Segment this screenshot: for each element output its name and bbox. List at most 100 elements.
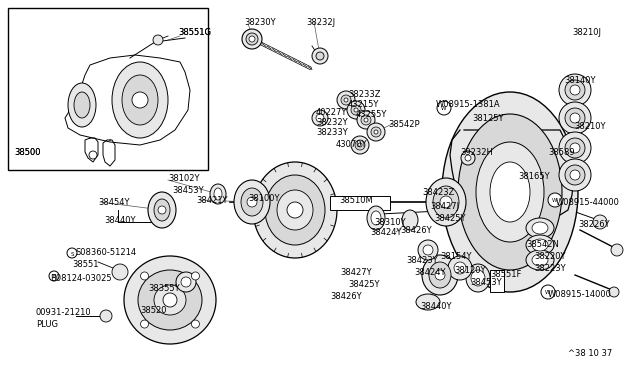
Ellipse shape [122,75,158,125]
Ellipse shape [570,170,580,180]
Text: 38542P: 38542P [388,120,420,129]
Bar [8,8,208,170]
Ellipse shape [141,272,148,280]
Ellipse shape [429,262,451,288]
Ellipse shape [565,80,585,100]
Text: 38102Y: 38102Y [168,174,200,183]
Text: 38551: 38551 [72,260,99,269]
Text: W: W [552,199,557,203]
Ellipse shape [214,188,222,200]
Ellipse shape [458,114,562,270]
Text: 38140Y: 38140Y [564,76,595,85]
Text: 38440Y: 38440Y [104,216,136,225]
Ellipse shape [532,254,548,266]
Text: 38427J: 38427J [430,202,459,211]
Ellipse shape [358,143,362,147]
Text: 38310Y: 38310Y [374,218,406,227]
Ellipse shape [435,270,445,280]
Ellipse shape [312,48,328,64]
Ellipse shape [287,202,303,218]
Ellipse shape [426,178,466,226]
Ellipse shape [89,151,97,159]
Text: 38426Y: 38426Y [400,226,431,235]
Ellipse shape [611,244,623,256]
Ellipse shape [153,35,163,45]
Text: S: S [70,251,74,257]
Text: 38500: 38500 [14,148,40,157]
Text: 38233Y: 38233Y [316,128,348,137]
Ellipse shape [559,132,591,164]
Ellipse shape [422,255,458,295]
Ellipse shape [154,199,170,221]
Ellipse shape [559,74,591,106]
Text: 38100Y: 38100Y [248,194,280,203]
Text: 38165Y: 38165Y [518,172,550,181]
Text: 38125Y: 38125Y [472,114,504,123]
Ellipse shape [476,142,544,242]
Ellipse shape [191,320,200,328]
Ellipse shape [347,101,365,119]
Ellipse shape [74,92,90,118]
Text: 38232Y: 38232Y [316,118,348,127]
Ellipse shape [49,271,59,281]
Text: 38154Y: 38154Y [440,252,472,261]
Text: 00931-21210: 00931-21210 [36,308,92,317]
Text: 40227Y: 40227Y [316,108,348,117]
Bar [330,196,390,210]
Text: 38210Y: 38210Y [574,122,605,131]
Text: 39232H: 39232H [460,148,493,157]
Text: 38226Y: 38226Y [578,220,610,229]
Text: 38233Z: 38233Z [348,90,381,99]
Ellipse shape [247,197,257,207]
Ellipse shape [241,188,263,216]
Ellipse shape [249,36,255,42]
Ellipse shape [124,256,216,344]
Text: PLUG: PLUG [36,320,58,329]
Ellipse shape [423,245,433,255]
Ellipse shape [526,250,554,270]
Ellipse shape [570,85,580,95]
Ellipse shape [570,113,580,123]
Ellipse shape [210,184,226,204]
Text: 38551G: 38551G [178,28,211,37]
Ellipse shape [112,264,128,280]
Text: 43255Y: 43255Y [356,110,387,119]
Ellipse shape [242,29,262,49]
Ellipse shape [253,162,337,258]
Ellipse shape [316,52,324,60]
Ellipse shape [570,143,580,153]
Text: 38510M: 38510M [339,196,372,205]
Ellipse shape [351,136,369,154]
Text: 38120Y: 38120Y [454,266,486,275]
Ellipse shape [402,210,418,230]
Text: 38230Y: 38230Y [244,18,276,27]
Text: 43215Y: 43215Y [348,100,380,109]
Text: S08360-51214: S08360-51214 [76,248,137,257]
Ellipse shape [374,130,378,134]
Text: 38210J: 38210J [572,28,601,37]
Text: 38551F: 38551F [490,270,522,279]
Ellipse shape [490,162,530,222]
Text: 38425Y: 38425Y [434,214,465,223]
Text: ^38 10 37: ^38 10 37 [568,349,612,358]
Ellipse shape [112,62,168,138]
Ellipse shape [559,159,591,191]
Ellipse shape [541,285,555,299]
Ellipse shape [100,310,112,322]
Ellipse shape [440,196,452,208]
Ellipse shape [132,92,148,108]
Ellipse shape [176,272,196,292]
Text: B08124-03025: B08124-03025 [50,274,111,283]
Ellipse shape [138,270,202,330]
Ellipse shape [471,270,485,286]
Text: 38542N: 38542N [526,240,559,249]
Text: B: B [52,275,56,279]
Ellipse shape [448,256,472,280]
Text: 38223Y: 38223Y [534,264,566,273]
Ellipse shape [418,240,438,260]
Ellipse shape [191,272,200,280]
Text: 38421Y: 38421Y [196,196,227,205]
Text: W08915-1381A: W08915-1381A [436,100,500,109]
Ellipse shape [433,186,459,218]
Ellipse shape [265,175,325,245]
